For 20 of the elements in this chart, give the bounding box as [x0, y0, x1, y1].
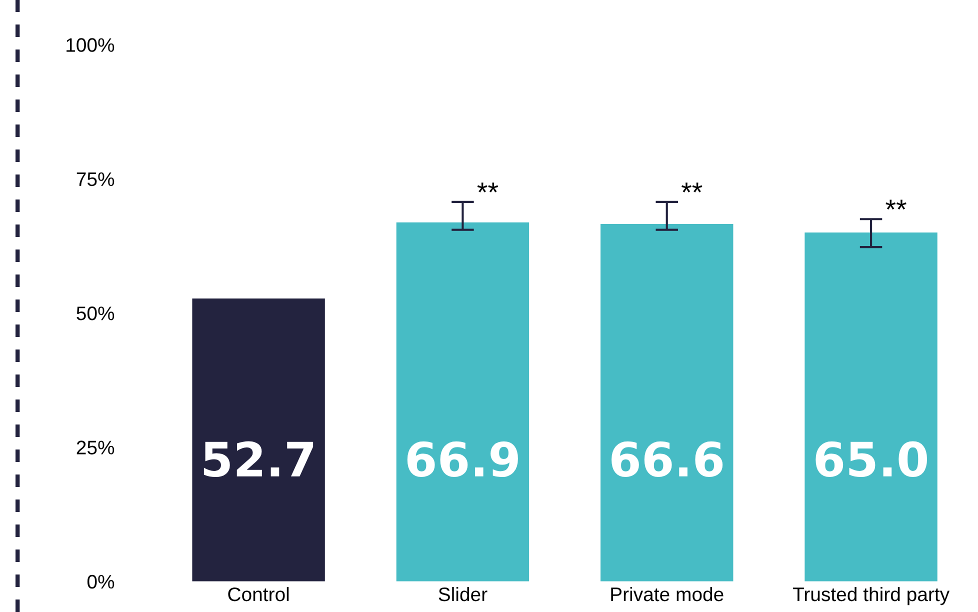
y-tick-label: 0% — [87, 574, 114, 589]
annotation: ** — [886, 200, 906, 210]
x-tick-label: Trusted third party — [792, 586, 950, 606]
data-label: 52.7 — [204, 441, 314, 478]
data-label: 66.9 — [407, 441, 518, 478]
bar — [600, 224, 734, 582]
bar — [396, 222, 530, 582]
annotation: ** — [682, 182, 702, 192]
annotation: ** — [477, 182, 498, 192]
x-tick-label: Control — [228, 586, 289, 602]
y-tick-label: 75% — [76, 172, 114, 186]
y-tick-label: 25% — [76, 440, 114, 454]
y-tick-label: 100% — [66, 38, 114, 52]
bar — [804, 232, 938, 582]
bar — [192, 298, 325, 582]
data-label: 66.6 — [612, 441, 723, 478]
data-label: 65.0 — [816, 441, 928, 478]
x-tick-label: Slider — [438, 586, 488, 602]
x-tick-label: Private mode — [611, 586, 724, 602]
y-tick-label: 50% — [76, 306, 114, 320]
